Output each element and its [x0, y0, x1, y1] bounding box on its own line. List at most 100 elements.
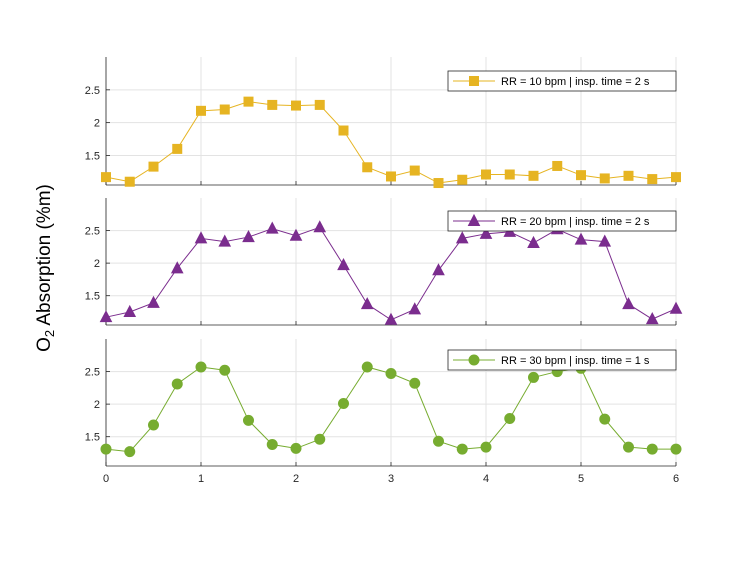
- y-axis-label-subscript: 2: [42, 330, 57, 337]
- data-point: [456, 443, 468, 455]
- data-point: [243, 414, 254, 426]
- data-point: [457, 174, 468, 185]
- data-point: [622, 297, 635, 310]
- x-tick-label: 4: [483, 473, 489, 485]
- data-point: [360, 297, 374, 310]
- data-point: [338, 125, 349, 136]
- data-point: [361, 361, 373, 373]
- data-point: [172, 143, 183, 154]
- data-point: [219, 104, 230, 115]
- data-point: [170, 261, 184, 274]
- subplot-2: 1.5 2 2.5 RR = 20 bpm | insp. time = 2 s: [85, 198, 683, 326]
- data-point: [409, 165, 420, 176]
- data-point: [574, 232, 588, 245]
- data-point: [599, 413, 611, 425]
- data-point: [408, 302, 422, 315]
- data-point: [671, 172, 681, 183]
- data-point: [646, 443, 658, 455]
- data-point: [647, 174, 658, 185]
- legend-box: [447, 349, 677, 371]
- subplots: 1.522.5RR = 10 bpm | insp. time = 2 s1.5…: [85, 57, 683, 485]
- x-tick-label: 2: [293, 473, 299, 485]
- y-tick-label: 2.5: [85, 226, 100, 238]
- data-point: [243, 96, 254, 107]
- data-point: [194, 231, 208, 244]
- data-point: [313, 220, 327, 233]
- legend-label: RR = 10 bpm | insp. time = 2 s: [501, 76, 650, 88]
- y-tick-label: 1.5: [85, 150, 100, 162]
- data-point: [386, 171, 396, 182]
- data-point: [409, 377, 421, 389]
- x-tick-label: 6: [673, 473, 679, 485]
- data-point: [314, 433, 326, 445]
- data-point: [124, 176, 135, 187]
- legend-marker: [469, 76, 479, 86]
- data-point: [101, 172, 111, 183]
- legend: RR = 10 bpm | insp. time = 2 s: [447, 70, 677, 92]
- data-point: [527, 235, 540, 248]
- data-point: [266, 439, 278, 451]
- x-tick-label: 1: [198, 473, 204, 485]
- data-point: [623, 441, 634, 453]
- data-point: [598, 234, 612, 247]
- data-point: [196, 105, 206, 116]
- data-point: [362, 162, 373, 173]
- data-point: [290, 442, 302, 454]
- data-point: [504, 169, 515, 180]
- legend-marker: [467, 213, 481, 226]
- subplot-3: 1.5 2 2.5 0 1 2 3 4 5 6 RR = 30 bpm | insp. time =…: [85, 339, 682, 485]
- y-tick-label: 2: [94, 399, 100, 411]
- y-tick-label: 2.5: [85, 85, 100, 97]
- legend-label: RR = 30 bpm | insp. time = 1 s: [501, 355, 650, 367]
- data-point: [645, 312, 659, 325]
- y-tick-label: 2.5: [85, 367, 100, 379]
- y-tick-label: 2: [94, 118, 100, 130]
- x-tick-label: 3: [388, 473, 394, 485]
- subplot-1: 1.5 2 2.5 RR = 10 bpm | insp. time = 2 s: [85, 57, 681, 189]
- data-point: [195, 361, 207, 373]
- y-tick-label: 1.5: [85, 432, 100, 444]
- data-point: [123, 304, 137, 317]
- data-point: [124, 446, 136, 458]
- data-point: [576, 170, 586, 181]
- data-point: [669, 301, 683, 314]
- data-point: [432, 263, 445, 276]
- data-point: [242, 229, 255, 243]
- data-point: [599, 173, 610, 184]
- y-axis-label-prefix: O: [34, 337, 55, 352]
- data-point: [267, 99, 278, 110]
- x-tick-label: 5: [578, 473, 584, 485]
- data-point: [147, 295, 160, 308]
- data-point: [552, 160, 563, 171]
- legend-box: [447, 70, 677, 92]
- data-point: [385, 368, 397, 380]
- data-point: [504, 412, 516, 424]
- data-point: [528, 371, 539, 383]
- legend-marker: [468, 354, 480, 366]
- data-point: [670, 443, 682, 455]
- legend-box: [447, 210, 677, 232]
- data-point: [289, 228, 303, 241]
- data-point: [265, 221, 279, 234]
- y-tick-label: 1.5: [85, 291, 100, 303]
- data-point: [99, 310, 113, 323]
- data-point: [479, 226, 493, 239]
- data-point: [480, 441, 492, 453]
- legend: RR = 20 bpm | insp. time = 2 s: [447, 210, 677, 232]
- data-point: [623, 170, 634, 181]
- data-point: [148, 419, 159, 431]
- data-point: [219, 364, 231, 376]
- data-point: [100, 443, 112, 455]
- data-point: [433, 178, 444, 189]
- legend-label: RR = 20 bpm | insp. time = 2 s: [501, 216, 650, 228]
- data-point: [455, 231, 469, 244]
- data-point: [171, 378, 183, 390]
- data-point: [481, 169, 491, 180]
- data-point: [433, 435, 444, 447]
- legend: RR = 30 bpm | insp. time = 1 s: [447, 349, 677, 371]
- y-axis-label: O2 Absorption (%m): [34, 184, 57, 352]
- y-axis-label-suffix: Absorption (%m): [34, 184, 55, 330]
- data-point: [337, 258, 350, 271]
- data-point: [314, 99, 325, 110]
- data-point: [218, 234, 232, 247]
